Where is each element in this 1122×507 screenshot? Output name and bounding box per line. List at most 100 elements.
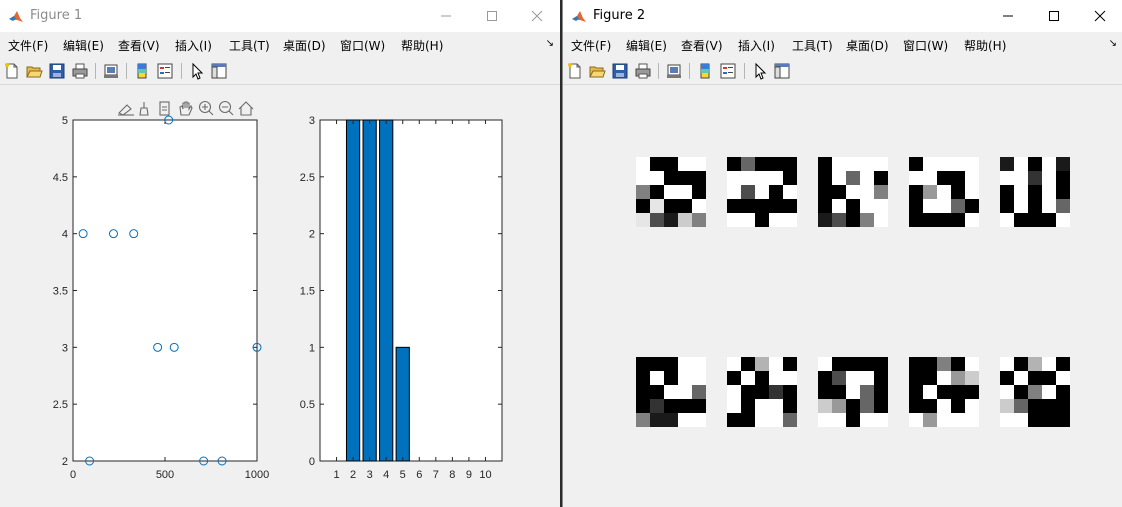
menu-edit[interactable]: 编辑(E) (63, 39, 104, 53)
figure-2-image-grid (636, 157, 1070, 427)
pixel (923, 185, 937, 199)
home-icon[interactable] (238, 101, 254, 116)
figure-2-window: Figure 2 文件(F) 编辑(E) 查看(V) 插入(I) 工具(T) 桌… (562, 0, 1122, 507)
menu-insert[interactable]: 插入(I) (738, 39, 775, 53)
zoom-in-icon[interactable] (198, 100, 214, 116)
pixel (692, 185, 706, 199)
data-point (85, 456, 95, 466)
open-icon[interactable] (25, 62, 43, 80)
pixel (846, 371, 860, 385)
export-icon[interactable] (118, 104, 134, 116)
pixel (874, 413, 888, 427)
title-bar[interactable]: Figure 2 (563, 0, 1122, 32)
maximize-button[interactable] (469, 0, 515, 32)
pixel (818, 413, 832, 427)
pixel (755, 399, 769, 413)
menu-desktop[interactable]: 桌面(D) (283, 39, 326, 53)
pixel (965, 357, 979, 371)
x-tick-label: 6 (416, 469, 422, 481)
pixel (951, 385, 965, 399)
menu-help[interactable]: 帮助(H) (401, 39, 444, 53)
pixel (769, 399, 783, 413)
minimize-button[interactable] (985, 0, 1031, 32)
menu-view[interactable]: 查看(V) (681, 39, 723, 53)
menu-window[interactable]: 窗口(W) (903, 39, 949, 53)
pixel (846, 357, 860, 371)
property-inspector-icon[interactable] (773, 62, 791, 80)
pixel (727, 413, 741, 427)
maximize-button[interactable] (1031, 0, 1077, 32)
pixel (1056, 399, 1070, 413)
pixel (874, 371, 888, 385)
pixel (923, 171, 937, 185)
pixel (1014, 371, 1028, 385)
pixel (951, 157, 965, 171)
menu-tools[interactable]: 工具(T) (229, 39, 270, 53)
minimize-button[interactable] (423, 0, 469, 32)
datatip-icon[interactable] (159, 101, 170, 116)
pixel (769, 199, 783, 213)
pixel (1014, 213, 1028, 227)
menu-edit[interactable]: 编辑(E) (626, 39, 667, 53)
open-icon[interactable] (588, 62, 606, 80)
pixel (846, 399, 860, 413)
menu-window[interactable]: 窗口(W) (340, 39, 386, 53)
new-figure-icon[interactable] (566, 62, 584, 80)
dock-arrow-icon[interactable]: ↘ (545, 38, 554, 49)
x-tick-label: 1000 (245, 469, 269, 481)
pixel (664, 413, 678, 427)
pixel (1028, 199, 1042, 213)
link-plot-icon[interactable] (665, 62, 683, 80)
menu-desktop[interactable]: 桌面(D) (846, 39, 889, 53)
menu-insert[interactable]: 插入(I) (175, 39, 212, 53)
scatter-axes[interactable]: 2 2.5 3 3.5 4 4.5 5 0 500 1000 (53, 115, 270, 481)
x-tick-label: 5 (400, 469, 406, 481)
dock-arrow-icon[interactable]: ↘ (1108, 38, 1117, 49)
colorbar-icon[interactable] (133, 62, 151, 80)
print-icon[interactable] (634, 62, 652, 80)
legend-icon[interactable] (156, 62, 174, 80)
title-bar[interactable]: Figure 1 (0, 0, 560, 32)
print-icon[interactable] (71, 62, 89, 80)
menu-file[interactable]: 文件(F) (571, 39, 612, 53)
link-plot-icon[interactable] (102, 62, 120, 80)
new-figure-icon[interactable] (3, 62, 21, 80)
zoom-out-icon[interactable] (218, 100, 234, 116)
pixel (832, 213, 846, 227)
colorbar-icon[interactable] (696, 62, 714, 80)
pixel (692, 157, 706, 171)
legend-icon[interactable] (719, 62, 737, 80)
brush-icon[interactable] (139, 102, 149, 116)
maximize-icon (1049, 11, 1059, 21)
pixel (965, 199, 979, 213)
pointer-icon[interactable] (751, 62, 769, 80)
pixel (1042, 199, 1056, 213)
pixel (923, 413, 937, 427)
menu-help[interactable]: 帮助(H) (964, 39, 1007, 53)
pixel (1056, 385, 1070, 399)
pan-icon[interactable] (179, 101, 193, 116)
pixel (832, 171, 846, 185)
pixel (678, 185, 692, 199)
pixel (727, 399, 741, 413)
save-icon[interactable] (611, 62, 629, 80)
pointer-icon[interactable] (188, 62, 206, 80)
y-tick-label: 0.5 (300, 399, 315, 411)
pixel (664, 371, 678, 385)
menu-file[interactable]: 文件(F) (8, 39, 49, 53)
close-button[interactable] (1077, 0, 1122, 32)
pixel (818, 157, 832, 171)
close-button[interactable] (514, 0, 560, 32)
property-inspector-icon[interactable] (210, 62, 228, 80)
pixel (636, 199, 650, 213)
menu-tools[interactable]: 工具(T) (792, 39, 833, 53)
pixel (692, 199, 706, 213)
pixel (1028, 213, 1042, 227)
pixel (951, 171, 965, 185)
pixel (650, 157, 664, 171)
pixel (678, 385, 692, 399)
bar-axes[interactable]: 00.511.522.531 2 3 4 5 6 7 8 9 10 (300, 115, 503, 481)
menu-view[interactable]: 查看(V) (118, 39, 160, 53)
save-icon[interactable] (48, 62, 66, 80)
toolbar-separator (181, 63, 182, 79)
